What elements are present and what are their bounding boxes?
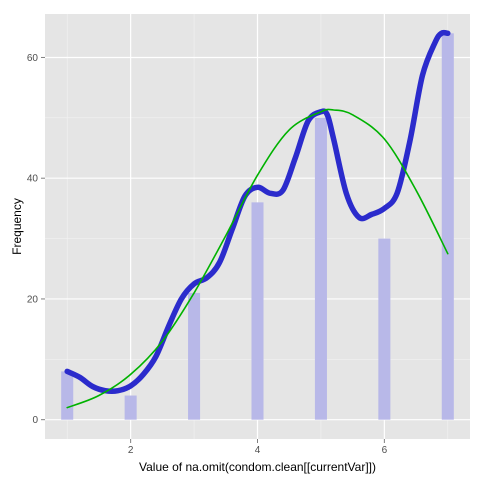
y-tick-label: 40: [27, 174, 39, 185]
histogram-bar: [378, 238, 391, 420]
y-tick-label: 0: [32, 415, 38, 426]
y-tick-label: 20: [27, 294, 39, 305]
x-tick-label: 6: [382, 445, 388, 456]
density-curve: [64, 29, 451, 395]
histogram-bar: [188, 292, 201, 420]
curve-lines: [64, 29, 451, 409]
x-axis-title: Value of na.omit(condom.clean[[currentVa…: [139, 460, 376, 474]
normal-fit-curve: [66, 108, 449, 409]
y-axis-title: Frequency: [10, 198, 24, 255]
histogram-bar: [314, 117, 327, 420]
y-tick-label: 60: [27, 53, 39, 64]
histogram-bar: [251, 202, 264, 420]
histogram-bar: [441, 33, 454, 420]
histogram-bars: [61, 33, 454, 420]
axis-ticks: [41, 56, 385, 443]
histogram-bar: [61, 371, 74, 420]
x-tick-label: 4: [255, 445, 261, 456]
histogram-bar: [124, 395, 137, 420]
x-tick-label: 2: [128, 445, 134, 456]
